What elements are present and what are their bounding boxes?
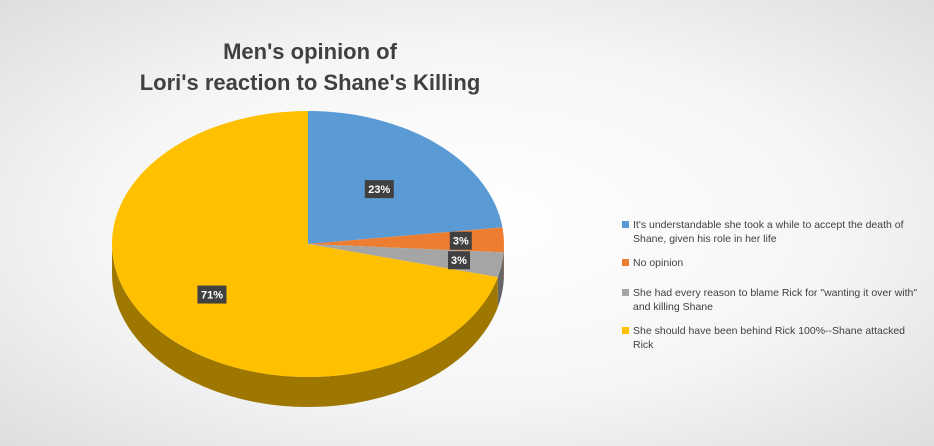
legend-label: She should have been behind Rick 100%--S… [633, 325, 906, 351]
legend-label: She had every reason to blame Rick for "… [633, 287, 918, 313]
legend-item: No opinion [622, 256, 927, 270]
data-label-box [449, 231, 472, 250]
data-label-box [197, 285, 227, 304]
chart-title-line-1: Men's opinion of [223, 39, 397, 64]
legend-swatch [622, 221, 629, 228]
legend-item: She had every reason to blame Rick for "… [622, 286, 927, 314]
legend-item: She should have been behind Rick 100%--S… [622, 324, 927, 352]
pie-slice-side [497, 252, 504, 308]
pie-slice [308, 111, 503, 244]
pie-slice-side [112, 244, 498, 407]
data-label: 71% [201, 290, 223, 302]
chart-title: Men's opinion of Lori's reaction to Shan… [0, 36, 620, 98]
legend-label: No opinion [633, 257, 684, 269]
chart-title-line-2: Lori's reaction to Shane's Killing [139, 70, 481, 95]
legend-swatch [622, 259, 629, 266]
data-label-box [447, 251, 470, 270]
data-label-box [364, 180, 394, 199]
chart-legend: It's understandable she took a while to … [622, 218, 927, 362]
data-label: 3% [451, 255, 467, 267]
data-label: 3% [453, 236, 469, 248]
legend-item: It's understandable she took a while to … [622, 218, 927, 246]
pie-slice [111, 111, 498, 377]
legend-label: It's understandable she took a while to … [633, 219, 904, 245]
legend-swatch [622, 327, 629, 334]
data-label: 23% [368, 184, 390, 196]
legend-swatch [622, 289, 629, 296]
